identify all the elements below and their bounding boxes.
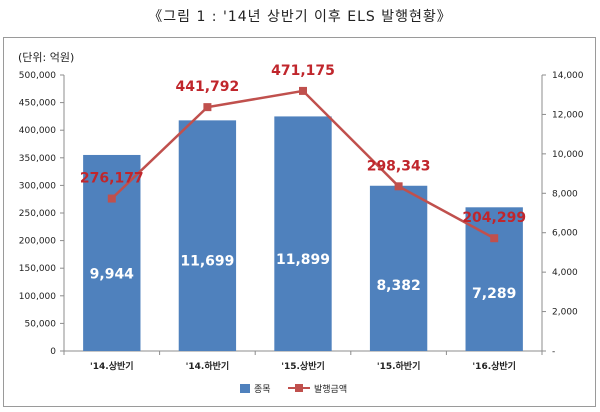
right-tick-label: 2,000 [552,308,578,318]
right-tick-label: - [552,347,555,357]
line-point [299,86,307,95]
bar-value-label: 7,289 [472,286,516,302]
category-label: '15.하반기 [377,360,421,372]
bar [465,207,523,351]
right-tick-label: 10,000 [552,150,584,160]
left-tick-label: 400,000 [19,126,56,136]
line-value-label: 204,299 [462,210,526,226]
left-tick-label: 450,000 [19,99,56,109]
category-label: '15.상반기 [281,360,325,372]
line-value-label: 441,792 [176,79,240,95]
category-label: '16.상반기 [472,360,516,372]
left-tick-label: 350,000 [19,154,56,164]
right-tick-label: 8,000 [552,189,578,199]
bar-value-label: 9,944 [90,266,135,282]
unit-label: (단위: 억원) [18,51,74,64]
left-tick-label: 100,000 [19,292,56,302]
left-tick-label: 250,000 [19,209,56,219]
bar [178,120,237,351]
line-value-label: 298,343 [367,158,431,174]
right-tick-label: 14,000 [552,71,584,81]
combo-chart: (단위: 억원) 0 50,000 100,000 150,000 200,000 250,… [18,51,584,395]
left-tick-label: 200,000 [19,237,56,247]
left-tick-label: 150,000 [19,264,56,274]
legend-line-marker [295,384,303,392]
category-label: '14.하반기 [186,360,230,372]
line-point [203,103,212,112]
bar-value-label: 11,699 [180,254,234,270]
right-tick-label: 12,000 [552,110,584,120]
figure-title: 《그림 1 : '14년 상반기 이후 ELS 발행현황》 [148,9,452,25]
legend-line-label: 발행금액 [314,383,347,395]
right-tick-label: 4,000 [552,268,578,278]
left-tick-label: 0 [50,347,56,357]
line-point [394,182,403,191]
category-label: '14.상반기 [90,360,134,372]
bar [274,116,332,352]
line-value-label: 276,177 [80,171,144,187]
line-point [107,194,116,203]
left-tick-label: 300,000 [19,181,56,191]
bar-value-label: 8,382 [376,278,420,294]
bar [369,185,428,351]
left-tick-label: 50,000 [25,319,57,329]
right-tick-label: 6,000 [552,229,578,239]
bar [83,154,141,351]
line-value-label: 471,175 [271,63,335,79]
chart-area: (단위: 억원) 0 50,000 100,000 150,000 200,000 250,… [3,37,596,407]
bar-value-label: 11,899 [276,252,330,268]
legend-bar-swatch [240,384,250,393]
left-tick-label: 500,000 [19,71,56,81]
legend-bar-label: 종목 [254,384,271,395]
line-point [490,234,499,243]
